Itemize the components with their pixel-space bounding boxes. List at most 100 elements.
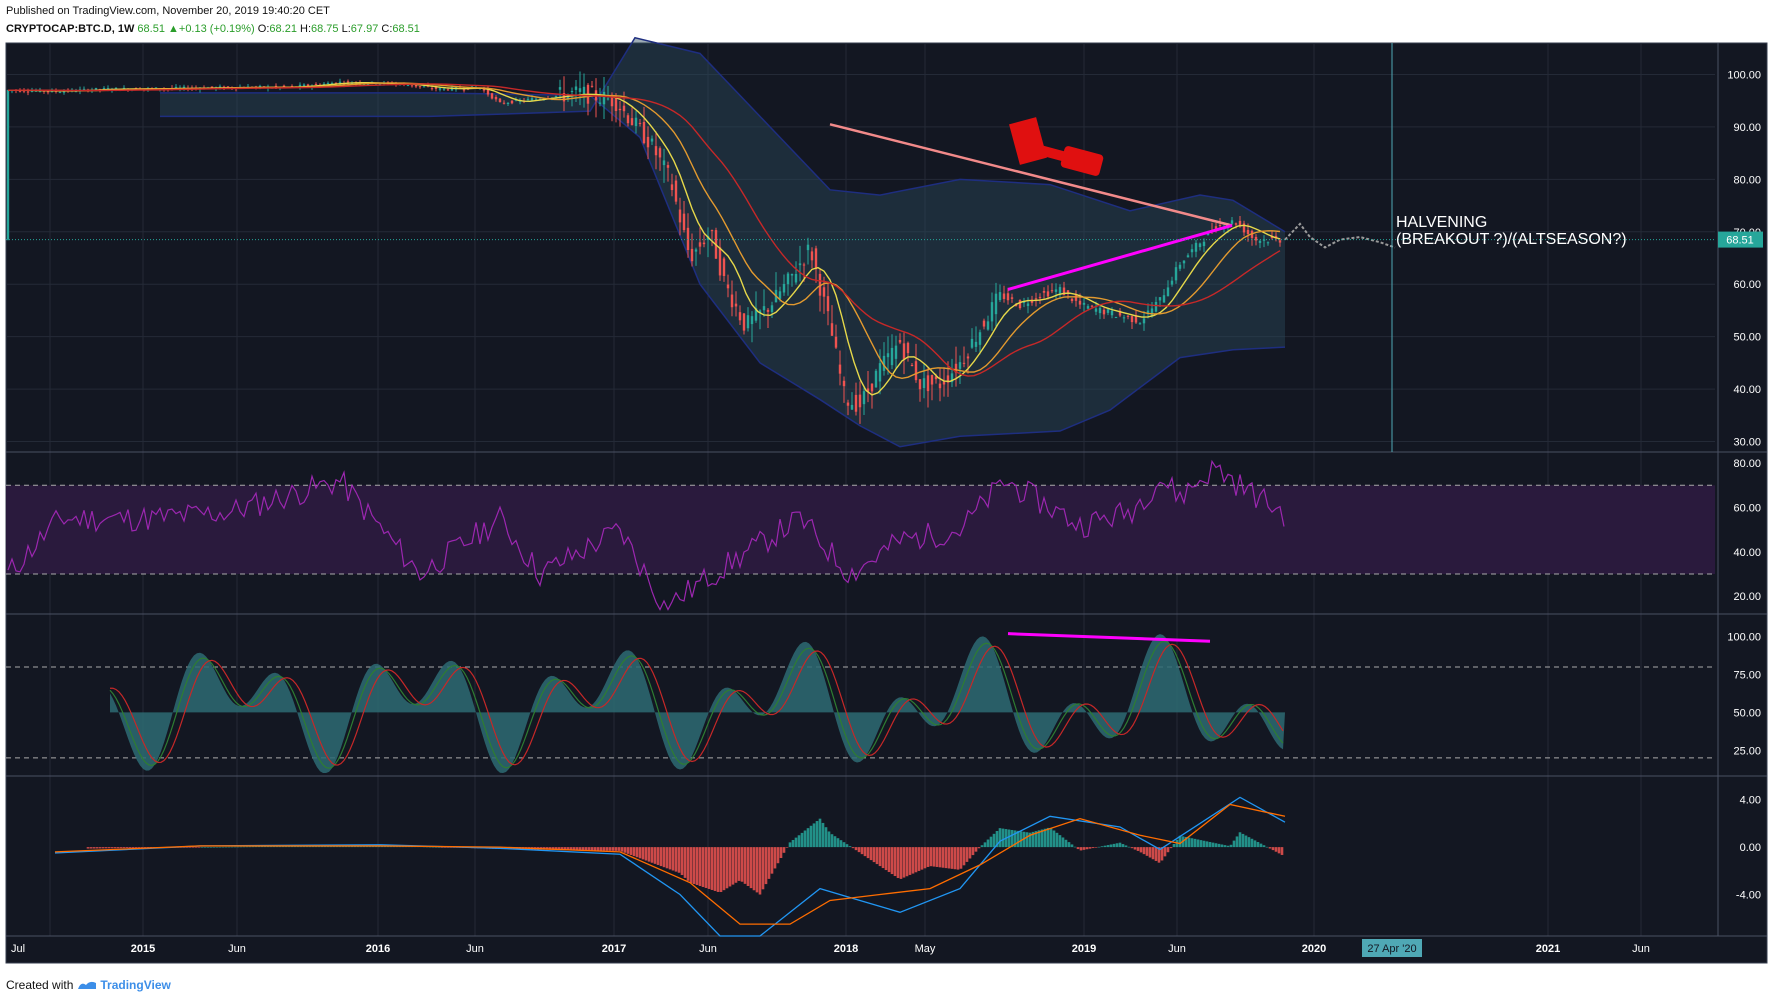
bollinger-lower xyxy=(160,92,1286,448)
macd-hist-bar xyxy=(839,840,843,848)
candle-body xyxy=(1166,287,1170,297)
macd-hist-bar xyxy=(689,847,693,883)
candle-body xyxy=(750,316,754,325)
macd-line xyxy=(54,796,1286,937)
candle-body xyxy=(1170,280,1174,285)
macd-hist-bar xyxy=(722,847,726,891)
candle-body xyxy=(834,336,838,348)
macd-hist-bar xyxy=(1220,844,1224,848)
macd-hist-bar xyxy=(245,846,249,848)
macd-hist-bar xyxy=(1079,847,1083,851)
macd-hist-bar xyxy=(1151,847,1155,860)
macd-hist-bar xyxy=(821,822,825,848)
macd-hist-bar xyxy=(1232,840,1236,848)
time-tick-label: Jun xyxy=(1632,943,1650,955)
macd-hist-bar xyxy=(218,846,222,848)
macd-hist-bar xyxy=(719,847,723,893)
candle-body xyxy=(414,84,418,87)
symbol-label: CRYPTOCAP:BTC.D, 1W xyxy=(6,23,135,35)
macd-hist-bar xyxy=(287,846,291,848)
macd-hist-bar xyxy=(761,847,765,890)
macd-hist-bar xyxy=(593,847,597,851)
macd-hist-bar xyxy=(1235,836,1239,848)
candle-body xyxy=(622,105,626,112)
halvening-date-label: 27 Apr '20 xyxy=(1367,943,1416,955)
tradingview-brand[interactable]: TradingView xyxy=(100,978,171,992)
candle-body xyxy=(1062,287,1066,296)
macd-hist-bar xyxy=(791,840,795,848)
macd-hist-bar xyxy=(263,846,267,848)
macd-hist-bar xyxy=(740,847,744,882)
candle-body xyxy=(1046,291,1050,297)
macd-hist-bar xyxy=(866,847,870,859)
candle-body xyxy=(830,323,834,336)
candle-body xyxy=(898,339,902,343)
macd-hist-bar xyxy=(977,847,981,849)
candle-body xyxy=(114,87,118,89)
candle-body xyxy=(602,91,606,105)
candle-body xyxy=(846,402,850,406)
macd-hist-bar xyxy=(1253,840,1257,848)
macd-hist-bar xyxy=(950,847,954,869)
macd-hist-bar xyxy=(563,847,567,851)
macd-hist-bar xyxy=(1226,845,1230,848)
macd-hist-bar xyxy=(854,847,858,851)
candle-body xyxy=(630,118,634,126)
macd-hist-bar xyxy=(908,847,912,875)
candle-body xyxy=(746,315,750,329)
hammer-grip-icon xyxy=(1060,146,1104,176)
macd-hist-bar xyxy=(1280,847,1284,855)
candle-body xyxy=(334,82,338,84)
macd-hist-bar xyxy=(119,847,123,849)
candle-body xyxy=(498,98,502,103)
macd-hist-bar xyxy=(674,847,678,872)
stoch-tick-label: 25.00 xyxy=(1733,745,1761,757)
macd-hist-bar xyxy=(923,847,927,869)
candle-body xyxy=(910,364,914,366)
macd-hist-bar xyxy=(281,846,285,848)
published-line: Published on TradingView.com, November 2… xyxy=(6,5,330,17)
change-value: +0.13 (+0.19%) xyxy=(178,23,255,35)
macd-hist-bar xyxy=(695,847,699,885)
ma-slow-line xyxy=(8,83,1281,377)
candle-body xyxy=(1130,316,1134,323)
macd-hist-bar xyxy=(611,847,615,851)
candle-body xyxy=(510,100,514,104)
candle-body xyxy=(1218,225,1222,227)
macd-hist-bar xyxy=(182,847,186,848)
candle-body xyxy=(1158,297,1162,301)
macd-hist-bar xyxy=(1082,847,1086,850)
candle-body xyxy=(690,248,694,262)
macd-hist-bar xyxy=(827,831,831,848)
candle-body xyxy=(554,95,558,98)
candle-body xyxy=(1178,264,1182,269)
candle-body xyxy=(1018,300,1022,309)
macd-hist-bar xyxy=(632,847,636,857)
time-tick-label: Jul xyxy=(11,943,25,955)
macd-hist-bar xyxy=(1034,831,1038,848)
candle-body xyxy=(702,242,706,245)
candle-body xyxy=(102,87,106,90)
candle-body xyxy=(258,85,262,87)
candle-body xyxy=(366,83,370,85)
candle-body xyxy=(938,383,942,389)
time-tick-label: Jun xyxy=(466,943,484,955)
candle-body xyxy=(778,291,782,299)
macd-hist-bar xyxy=(776,847,780,864)
macd-hist-bar xyxy=(767,847,771,879)
macd-hist-bar xyxy=(671,847,675,871)
candle-body xyxy=(82,88,86,90)
candle-body xyxy=(210,86,214,88)
macd-hist-bar xyxy=(1163,847,1167,857)
macd-hist-bar xyxy=(836,838,840,848)
candle-body xyxy=(1126,315,1130,317)
macd-hist-bar xyxy=(890,847,894,875)
macd-hist-bar xyxy=(677,847,681,873)
macd-hist-bar xyxy=(122,847,126,849)
candle-body xyxy=(1066,290,1070,294)
macd-hist-bar xyxy=(773,847,777,869)
macd-hist-bar xyxy=(1154,847,1158,861)
macd-hist-bar xyxy=(626,847,630,854)
macd-hist-bar xyxy=(1229,844,1233,848)
